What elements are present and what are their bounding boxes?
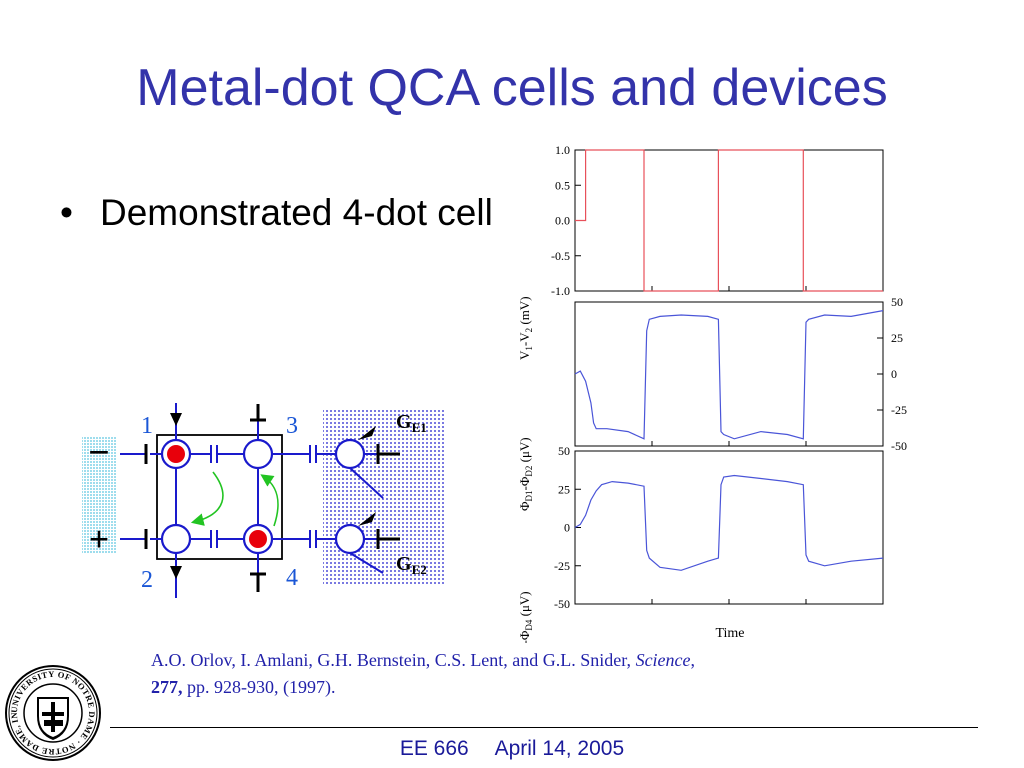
center-gates [250, 404, 400, 592]
ytick-label: 25 [891, 331, 903, 345]
series-line-1 [575, 149, 883, 292]
gate-arrow-e1 [358, 426, 376, 440]
footer-course: EE 666 [399, 737, 469, 760]
dot-2 [160, 523, 192, 555]
ylabel-panel-1: V1-V2 (mV) [517, 296, 534, 360]
series-line-3 [574, 474, 884, 571]
dot-label-3: 3 [286, 413, 298, 439]
ytick-label: 0 [564, 521, 570, 535]
gate-label-e2: GE2 [396, 553, 427, 577]
citation-volume: 277, [151, 677, 183, 697]
input-shade-region [82, 436, 116, 554]
citation-authors: A.O. Orlov, I. Amlani, G.H. Bernstein, C… [151, 650, 636, 670]
footer-rule [110, 727, 978, 728]
measurement-plot: 1.00.50.0-0.5-1.050250-25-5050250-25-50 … [517, 143, 907, 643]
plot-ticks: 1.0 0.5 0.0 -0.5 -1.0 50 25 0 -25 -50 50 25 0 -25 -50 [551, 143, 907, 611]
bullet-marker: • [60, 192, 73, 233]
ytick-label: 25 [558, 482, 570, 496]
citation: A.O. Orlov, I. Amlani, G.H. Bernstein, C… [151, 647, 971, 701]
plus-symbol: + [89, 519, 110, 559]
lead-arrow-bottom [170, 566, 182, 579]
dot-3 [242, 438, 274, 470]
plot-lines [574, 149, 884, 571]
ylabel-panel-2: ΦD1-ΦD2 (μV) [517, 437, 534, 511]
gate-label-e1: GE1 [396, 411, 427, 435]
citation-pages: pp. 928-930, (1997). [182, 677, 336, 697]
panel-frame-2 [574, 301, 884, 447]
tunnel-arrow-right [260, 474, 279, 527]
dot-label-1: 1 [141, 413, 153, 439]
footer: EE 666 April 14, 2005 [0, 737, 1024, 761]
bullet-text: Demonstrated 4-dot cell [100, 192, 493, 233]
slide-title: Metal-dot QCA cells and devices [136, 59, 888, 117]
ytick-label: 0.5 [555, 178, 570, 192]
ytick-label: 0.0 [555, 214, 570, 228]
bullet-item: • Demonstrated 4-dot cell [56, 190, 496, 235]
bullet-list: • Demonstrated 4-dot cell [56, 190, 496, 235]
ylabel-panel-3: ΦD3-ΦD4 (μV) [517, 591, 534, 643]
minus-symbol: − [88, 432, 110, 474]
lead-arrow-top [170, 413, 182, 426]
tunnel-arrow-left [190, 471, 224, 526]
plot-frame [574, 149, 884, 605]
electrometer-e1 [334, 438, 366, 470]
gate-arrow-e2 [358, 512, 376, 526]
university-seal-logo: UNIVERSITY OF NOTRE DAME · NOTRE DAME, I… [4, 664, 101, 761]
citation-journal-comma: , [690, 650, 696, 670]
dot-label-2: 2 [141, 567, 153, 593]
panel-frame-3 [574, 450, 884, 605]
ytick-label: -1.0 [551, 284, 570, 298]
cell-wiring [120, 403, 384, 598]
ytick-label: 50 [558, 444, 570, 458]
x-axis-label: Time [715, 626, 744, 641]
ytick-label: -25 [554, 559, 570, 573]
dot-label-4: 4 [286, 565, 298, 591]
ytick-label: 1.0 [555, 143, 570, 157]
ytick-label: 0 [891, 367, 897, 381]
footer-date: April 14, 2005 [494, 737, 625, 760]
dot-4-charge [249, 530, 267, 548]
series-line-2 [574, 310, 884, 440]
cell-frame [156, 434, 283, 560]
ytick-label: -0.5 [551, 249, 570, 263]
ytick-label: 50 [891, 295, 903, 309]
electrometer-e2 [334, 523, 366, 555]
gate-shade-region [323, 408, 445, 586]
ytick-label: -50 [891, 439, 907, 453]
panel-frame-1 [574, 149, 884, 292]
ytick-label: -50 [554, 597, 570, 611]
dot-1-charge [167, 445, 185, 463]
citation-journal: Science [635, 650, 691, 670]
ytick-label: -25 [891, 403, 907, 417]
qca-cell-diagram: − + [82, 403, 445, 598]
